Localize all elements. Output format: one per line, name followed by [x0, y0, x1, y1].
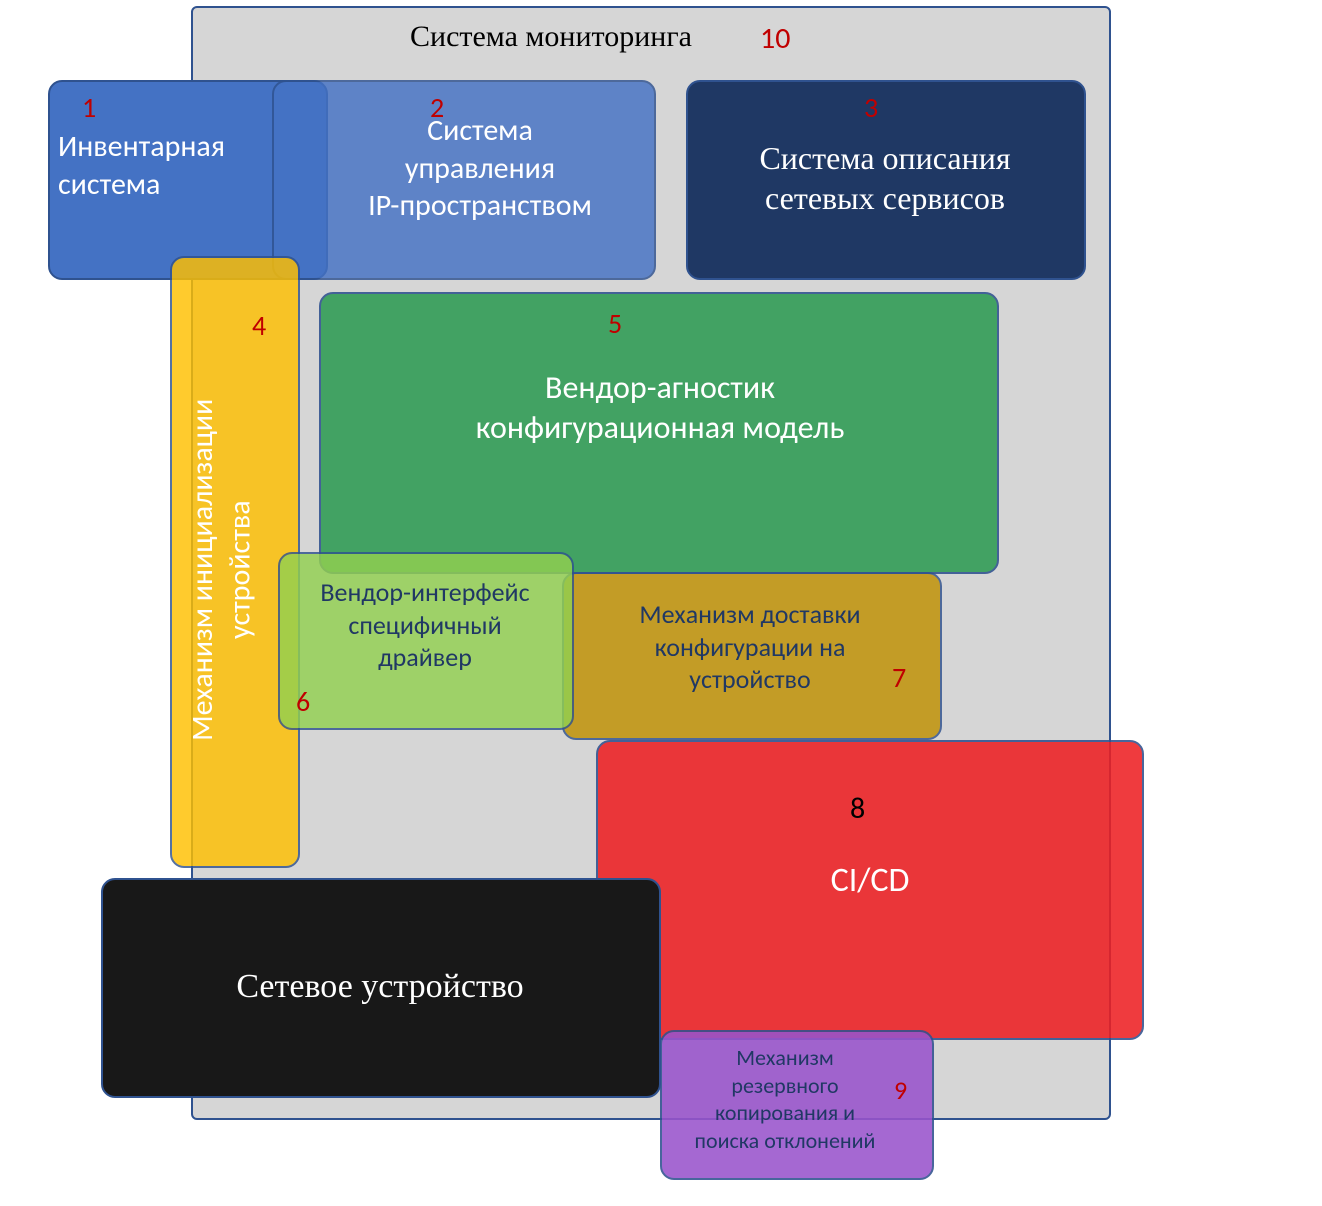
- box-delivery-number: 7: [892, 660, 906, 695]
- box-service-desc-label: Система описания сетевых сервисов: [700, 138, 1070, 218]
- diagram-canvas: Система мониторинга 10 1 Инвентарная сис…: [0, 0, 1322, 1206]
- box-init-mechanism-label: Механизм инициализации устройства: [184, 290, 284, 850]
- box-ipam-label: Система управления IP-пространством: [330, 112, 630, 225]
- container-number: 10: [760, 20, 790, 57]
- box-network-device-label: Сетевое устройство: [120, 966, 640, 1009]
- box-service-desc-number: 3: [864, 90, 878, 125]
- box-cicd-label: CI/CD: [700, 860, 1040, 903]
- box-delivery-label: Механизм доставки конфигурации на устрой…: [580, 598, 920, 696]
- box-cicd-number: 8: [850, 790, 865, 827]
- box-init-mechanism-number: 4: [252, 308, 266, 343]
- box-backup-number: 9: [894, 1074, 907, 1106]
- box-vendor-driver-number: 6: [296, 684, 310, 719]
- box-inventory-number: 1: [82, 90, 96, 125]
- box-backup-label: Механизм резервного копирования и поиска…: [670, 1044, 900, 1154]
- box-vendor-agnostic-label: Вендор-агностик конфигурационная модель: [360, 368, 960, 448]
- box-vendor-driver-label: Вендор-интерфейс специфичный драйвер: [290, 576, 560, 674]
- container-title: Система мониторинга: [410, 18, 692, 56]
- box-vendor-agnostic-number: 5: [608, 306, 622, 341]
